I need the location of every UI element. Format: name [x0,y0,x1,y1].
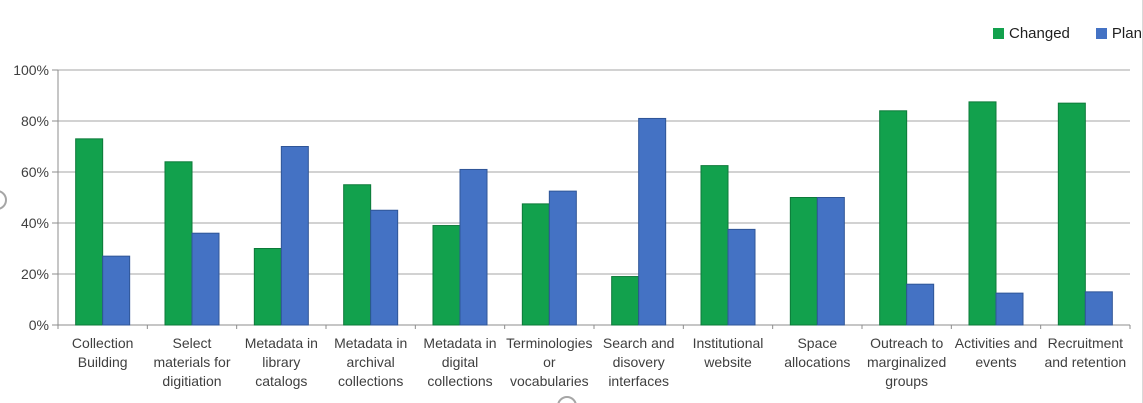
legend-swatch-plan [1095,28,1107,39]
y-axis-label: 20% [21,266,49,282]
bar-plan-3[interactable] [280,146,309,326]
x-axis-label: Outreach to marginalized groups [867,335,946,389]
x-axis-label: Search and disovery interfaces [603,335,675,389]
x-axis-label: Select materials for digitiation [153,335,230,389]
x-axis-label: Collection Building [72,335,133,370]
bar-changed-2[interactable] [164,161,193,326]
bar-changed-10[interactable] [879,110,908,326]
bar-plan-2[interactable] [191,232,220,326]
bar-changed-12[interactable] [1057,102,1086,326]
x-axis-label: Space allocations [784,335,850,370]
x-axis-label: Terminologies or vocabularies [506,335,592,389]
bar-changed-1[interactable] [75,138,104,326]
y-axis-label: 100% [13,62,49,78]
bar-plan-11[interactable] [995,292,1024,326]
bar-plan-6[interactable] [548,190,577,326]
bar-plan-4[interactable] [370,209,399,326]
chart-legend: Changed Plan [993,25,1142,42]
bar-plan-10[interactable] [906,283,935,326]
y-axis-label: 0% [29,317,49,333]
bar-changed-5[interactable] [432,225,461,326]
y-axis-label: 60% [21,164,49,180]
y-axis-label: 80% [21,113,49,129]
bar-plan-8[interactable] [727,228,756,326]
legend-swatch-changed [993,28,1004,39]
bar-changed-4[interactable] [343,184,372,326]
x-axis-label: Activities and events [955,335,1037,370]
bar-changed-3[interactable] [253,248,282,326]
x-axis-label: Recruitment and retention [1044,335,1126,370]
bar-changed-8[interactable] [700,165,729,326]
bar-plan-9[interactable] [816,197,845,326]
bar-plan-7[interactable] [638,117,667,326]
x-axis-label: Metadata in library catalogs [245,335,318,389]
y-axis-label: 40% [21,215,49,231]
bar-changed-6[interactable] [521,203,550,326]
legend-label-plan: Plan [1111,25,1142,42]
legend-item-plan[interactable]: Plan [1095,25,1142,42]
bar-plan-1[interactable] [102,255,131,326]
bar-plan-12[interactable] [1084,291,1113,326]
bar-changed-7[interactable] [611,276,640,326]
bar-changed-11[interactable] [968,101,997,326]
bar-changed-9[interactable] [789,197,818,326]
bar-plan-5[interactable] [459,168,488,326]
legend-item-changed[interactable]: Changed [993,25,1070,42]
x-axis-label: Metadata in archival collections [334,335,407,389]
x-axis-label: Institutional website [693,335,764,370]
legend-label-changed: Changed [1009,25,1070,42]
x-axis-label: Metadata in digital collections [423,335,496,389]
